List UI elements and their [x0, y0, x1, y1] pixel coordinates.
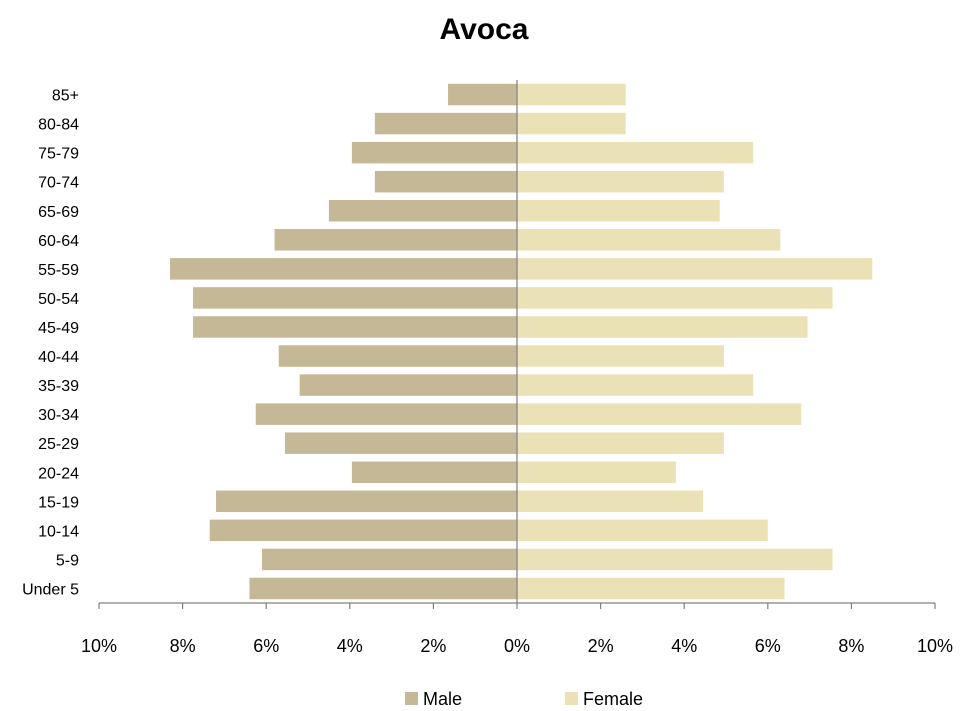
male-bar-10-14: [209, 519, 517, 542]
category-label-85-: 85+: [52, 88, 79, 105]
female-bar-10-14: [517, 519, 768, 542]
female-bar-40-44: [517, 345, 724, 367]
x-tick-label: 10%: [81, 636, 117, 656]
x-tick-label: 10%: [917, 636, 953, 656]
female-bar-30-34: [517, 403, 802, 425]
male-bar-60-64: [274, 229, 517, 251]
female-bar-45-49: [517, 316, 808, 338]
male-bar-35-39: [299, 374, 517, 396]
female-bar-75-79: [517, 141, 754, 164]
male-bar-20-24: [351, 461, 517, 483]
male-bar-85-: [448, 83, 517, 106]
legend-label-male: Male: [423, 689, 462, 709]
x-tick-label: 4%: [337, 636, 363, 656]
male-bar-45-49: [193, 316, 518, 338]
male-bar-under-5: [249, 577, 518, 600]
legend-swatch-male: [405, 692, 418, 705]
x-tick-label: 2%: [588, 636, 614, 656]
female-bar-60-64: [517, 229, 781, 251]
x-tick-label: 8%: [838, 636, 864, 656]
female-bar-70-74: [517, 170, 724, 193]
female-bar-5-9: [517, 548, 833, 571]
male-bar-55-59: [170, 258, 517, 280]
category-label-65-69: 65-69: [38, 204, 79, 221]
category-labels: Under 5 5-9 10-14 15-19 20-24 25-29 30-34 35-39…: [22, 88, 79, 599]
category-label-10-14: 10-14: [38, 523, 79, 540]
legend: Male Female: [405, 689, 643, 709]
female-bar-35-39: [517, 374, 754, 396]
legend-label-female: Female: [583, 689, 643, 709]
female-bar-65-69: [517, 200, 720, 222]
category-label-under-5: Under 5: [22, 581, 79, 598]
male-bar-15-19: [216, 490, 518, 513]
female-bar-15-19: [517, 490, 704, 513]
bars-layer: [170, 83, 873, 600]
male-bar-65-69: [328, 200, 517, 222]
male-bar-40-44: [278, 345, 517, 367]
category-label-20-24: 20-24: [38, 465, 79, 482]
x-tick-label: 6%: [253, 636, 279, 656]
category-label-75-79: 75-79: [38, 146, 79, 163]
male-bar-80-84: [374, 112, 517, 135]
x-tick-label: 6%: [755, 636, 781, 656]
category-label-15-19: 15-19: [38, 494, 79, 511]
female-bar-under-5: [517, 577, 785, 600]
x-tick-label: 2%: [420, 636, 446, 656]
category-label-60-64: 60-64: [38, 233, 79, 250]
category-label-5-9: 5-9: [56, 552, 79, 569]
x-tick-label: 8%: [170, 636, 196, 656]
category-label-35-39: 35-39: [38, 378, 79, 395]
male-bar-75-79: [351, 141, 517, 164]
category-label-45-49: 45-49: [38, 320, 79, 337]
chart-title: Avoca: [440, 13, 529, 46]
x-axis: 10% 8% 6% 4% 2% 0% 2% 4% 6% 8% 10%: [81, 80, 953, 656]
category-label-30-34: 30-34: [38, 407, 79, 424]
female-bar-80-84: [517, 112, 626, 135]
male-bar-5-9: [262, 548, 517, 571]
legend-swatch-female: [565, 692, 578, 705]
category-label-40-44: 40-44: [38, 349, 79, 366]
female-bar-50-54: [517, 287, 833, 309]
x-tick-label: 4%: [671, 636, 697, 656]
female-bar-55-59: [517, 258, 873, 280]
category-label-70-74: 70-74: [38, 175, 79, 192]
male-bar-30-34: [255, 403, 517, 425]
category-label-50-54: 50-54: [38, 291, 79, 308]
female-bar-20-24: [517, 461, 676, 483]
category-label-80-84: 80-84: [38, 117, 79, 134]
male-bar-70-74: [374, 170, 517, 193]
category-label-55-59: 55-59: [38, 262, 79, 279]
male-bar-50-54: [193, 287, 518, 309]
x-tick-label: 0%: [504, 636, 530, 656]
female-bar-85-: [517, 83, 626, 106]
male-bar-25-29: [285, 432, 517, 454]
category-label-25-29: 25-29: [38, 436, 79, 453]
female-bar-25-29: [517, 432, 724, 454]
